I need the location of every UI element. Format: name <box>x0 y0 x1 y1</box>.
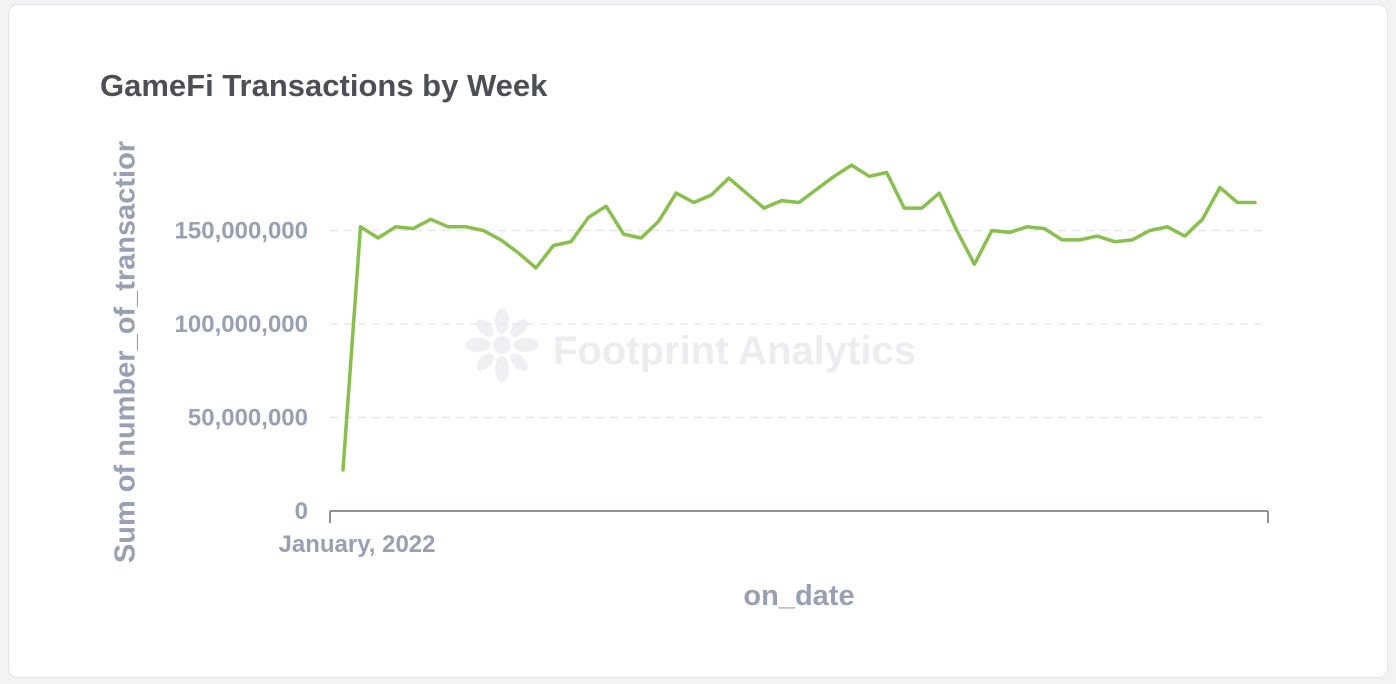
y-tick-label: 0 <box>295 498 308 525</box>
y-tick-labels: 0 50,000,000 100,000,000 150,000,000 <box>175 218 308 525</box>
y-tick-label: 50,000,000 <box>188 405 308 432</box>
y-tick-label: 100,000,000 <box>175 311 308 338</box>
watermark-text: Footprint Analytics <box>553 329 916 373</box>
chart-title: GameFi Transactions by Week <box>100 68 548 103</box>
chart-card <box>8 4 1388 678</box>
watermark: Footprint Analytics <box>465 308 916 382</box>
series-line[interactable] <box>341 163 1257 472</box>
footprint-logo-icon <box>465 308 539 382</box>
x-axis: January, 2022 <box>279 510 1269 558</box>
grid-lines <box>330 229 1268 419</box>
x-tick-label: January, 2022 <box>279 531 436 558</box>
x-axis-label: on_date <box>743 580 855 612</box>
series-layer <box>341 163 1257 472</box>
y-tick-label: 150,000,000 <box>175 218 308 245</box>
